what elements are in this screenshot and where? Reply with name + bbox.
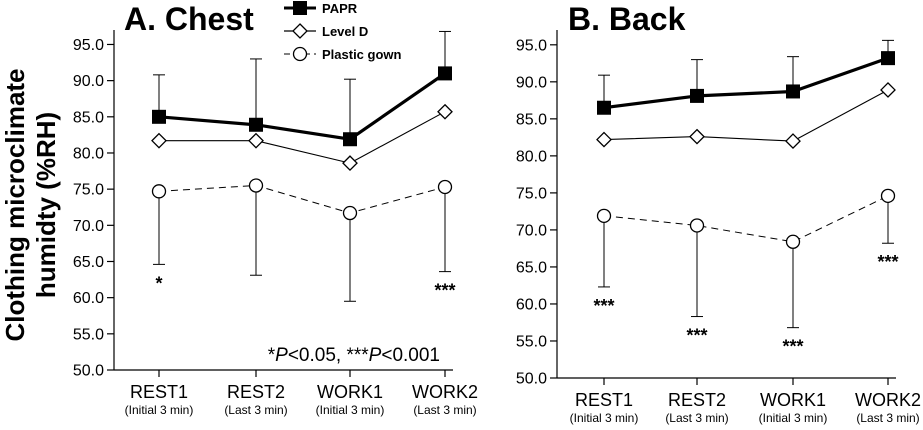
data-point-papr	[786, 84, 800, 99]
legend-label-level-d: Level D	[322, 24, 368, 39]
y-tick-label: 70.0	[73, 218, 104, 235]
x-tick-label: REST1	[575, 390, 633, 410]
legend-marker-papr	[293, 1, 307, 15]
data-point-papr	[690, 88, 704, 103]
data-point-level-d	[785, 133, 801, 149]
legend-label-plastic-gown: Plastic gown	[322, 47, 402, 62]
significance-marker: ***	[593, 296, 614, 316]
series-line-level-d	[159, 111, 446, 164]
data-point-papr	[249, 117, 263, 132]
data-point-plastic-gown	[689, 218, 705, 233]
panel-title-chest: A. Chest	[124, 1, 254, 37]
panel-back: B. Back 50.0 55.0 60.0 65.0 70.0 75.0 80.0 85.0…	[516, 1, 921, 425]
legend-item-plastic-gown: Plastic gown	[284, 46, 402, 62]
x-tick-sublabel: (Last 3 min)	[665, 411, 728, 425]
data-point-papr	[881, 51, 895, 66]
y-tick-label: 90.0	[73, 73, 104, 90]
plot-area-back: *** *** *** ***	[593, 39, 899, 357]
y-tick-label: 95.0	[73, 37, 104, 54]
data-point-plastic-gown	[880, 188, 896, 204]
data-point-plastic-gown	[151, 184, 167, 199]
data-point-level-d	[151, 132, 167, 149]
legend: PAPR Level D Plastic gown	[284, 1, 402, 62]
panel-title-back: B. Back	[568, 1, 686, 37]
significance-marker: ***	[877, 252, 898, 272]
y-tick-label: 50.0	[73, 363, 104, 380]
legend-marker-plastic-gown	[292, 46, 308, 62]
y-tick-label: 95.0	[516, 37, 547, 54]
y-tick-label: 55.0	[73, 326, 104, 343]
x-tick-sublabel: (Initial 3 min)	[316, 403, 385, 417]
x-tick-label: WORK1	[317, 382, 383, 402]
x-tick-label: REST2	[227, 382, 285, 402]
x-tick-sublabel: (Initial 3 min)	[570, 411, 639, 425]
y-axis-label-line2: humidty (%RH)	[31, 112, 61, 298]
y-tick-label: 65.0	[73, 254, 104, 271]
y-axis-label: Clothing microclimate humidty (%RH)	[0, 68, 61, 341]
series-line-papr	[158, 72, 446, 141]
series-line-plastic-gown	[603, 195, 889, 243]
data-point-level-d	[596, 131, 612, 148]
data-point-plastic-gown	[437, 179, 453, 195]
series-line-plastic-gown	[158, 185, 446, 214]
data-point-level-d	[342, 155, 358, 172]
legend-label-papr: PAPR	[322, 1, 358, 16]
x-tick-label: REST1	[130, 382, 188, 402]
data-point-plastic-gown	[785, 234, 801, 249]
data-point-level-d	[880, 82, 896, 98]
y-tick-label: 85.0	[516, 111, 547, 128]
x-tick-sublabel: (Last 3 min)	[856, 411, 919, 425]
y-tick-label: 55.0	[516, 333, 547, 350]
y-tick-label: 90.0	[516, 74, 547, 91]
y-tick-label: 80.0	[516, 148, 547, 165]
panel-chest: A. Chest 50.0 55.0 60.0 65.0 70.0 75.0 80.0 85.…	[73, 1, 478, 417]
x-tick-sublabel: (Last 3 min)	[413, 403, 476, 417]
data-point-level-d	[248, 132, 264, 149]
x-tick-sublabel: (Initial 3 min)	[125, 403, 194, 417]
data-point-papr	[438, 66, 452, 81]
data-point-papr	[343, 132, 357, 147]
data-point-level-d	[689, 128, 705, 145]
data-point-papr	[152, 109, 166, 124]
significance-note: *P<0.05, ***P<0.001	[268, 345, 440, 366]
y-tick-label: 75.0	[73, 182, 104, 199]
y-tick-label: 60.0	[516, 296, 547, 313]
y-tick-label: 50.0	[516, 371, 547, 388]
y-ticks-chest: 50.0 55.0 60.0 65.0 70.0 75.0 80.0 85.0 90.0 95.0	[73, 30, 115, 380]
y-tick-label: 85.0	[73, 109, 104, 126]
y-tick-label: 60.0	[73, 290, 104, 307]
x-tick-sublabel: (Last 3 min)	[224, 403, 287, 417]
legend-item-papr: PAPR	[284, 1, 358, 16]
x-tick-sublabel: (Initial 3 min)	[759, 411, 828, 425]
significance-marker: ***	[434, 281, 455, 301]
data-point-plastic-gown	[342, 205, 358, 221]
x-ticks-chest: REST1(Initial 3 min)REST2(Last 3 min)WOR…	[114, 369, 478, 417]
y-tick-label: 65.0	[516, 259, 547, 276]
data-point-level-d	[437, 103, 453, 120]
y-tick-label: 70.0	[516, 222, 547, 239]
x-tick-label: WORK2	[855, 390, 921, 410]
y-ticks-back: 50.0 55.0 60.0 65.0 70.0 75.0 80.0 85.0 90.0 95.0	[516, 30, 558, 388]
series-line-level-d	[603, 89, 889, 142]
data-point-plastic-gown	[248, 178, 264, 193]
x-tick-label: REST2	[668, 390, 726, 410]
y-tick-label: 75.0	[516, 185, 547, 202]
y-tick-label: 80.0	[73, 145, 104, 162]
x-ticks-back: REST1(Initial 3 min)REST2(Last 3 min)WOR…	[557, 377, 921, 425]
significance-marker: ***	[782, 337, 803, 357]
x-tick-label: WORK1	[760, 390, 826, 410]
x-tick-label: WORK2	[412, 382, 478, 402]
series-line-papr	[603, 56, 889, 110]
plot-area-chest: * ***	[151, 30, 456, 302]
legend-marker-level-d	[292, 23, 308, 39]
legend-item-level-d: Level D	[284, 23, 368, 39]
significance-marker: *	[155, 273, 162, 293]
data-point-papr	[597, 100, 611, 115]
data-point-plastic-gown	[596, 208, 612, 223]
y-axis-label-line1: Clothing microclimate	[0, 68, 30, 341]
significance-marker: ***	[686, 326, 707, 346]
